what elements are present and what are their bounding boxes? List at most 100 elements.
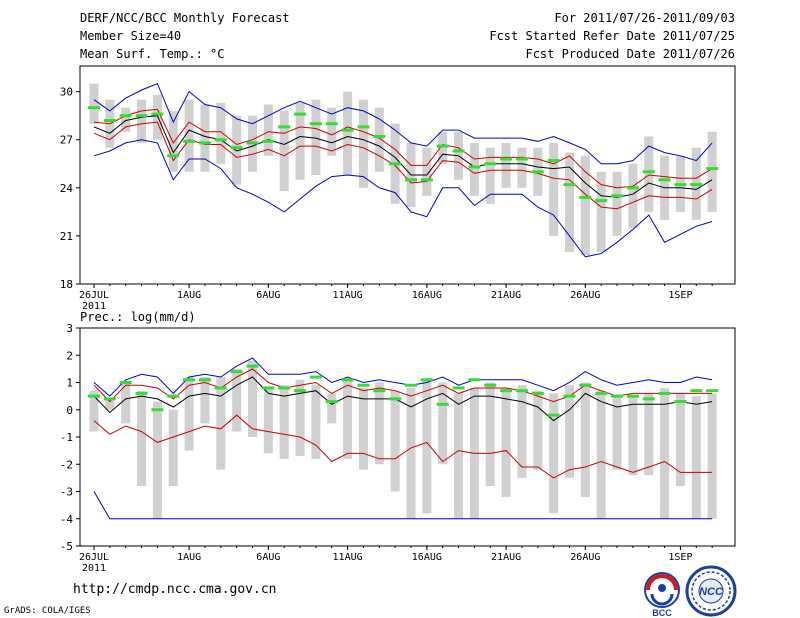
median-marker [167,154,180,158]
spread-box [485,147,495,204]
median-marker [373,135,386,139]
spread-box [406,387,416,519]
median-marker [484,162,497,166]
median-marker [230,146,243,150]
series-line-mean-1sd [93,414,713,479]
spread-box [691,396,701,519]
median-marker [246,364,259,368]
x-tick-label: 26AUG [570,290,600,301]
spread-box [533,390,543,470]
median-marker [357,125,370,129]
median-marker [294,112,307,116]
spread-box [422,147,432,196]
grads-credit: GrADS: COLA/IGES [4,606,91,616]
median-marker [167,394,180,398]
spread-box [517,147,527,188]
median-marker [373,389,386,393]
series-line-mean-1sd [93,368,713,403]
spread-box [152,401,162,519]
spread-box [707,393,717,519]
median-marker [198,378,211,382]
median-marker [674,183,687,187]
median-marker [389,162,402,166]
median-marker [151,408,164,412]
spread-box [105,398,115,410]
median-marker [547,413,560,417]
median-marker [309,122,322,126]
spread-box [200,104,210,172]
spread-box [263,104,273,156]
x-tick-label: 26AUG [570,552,600,563]
series-line-ensemble-mean [93,376,713,422]
chart-title: DERF/NCC/BCC Monthly Forecast [80,11,290,25]
series-line-ensemble-max [93,357,713,397]
spread-box [184,377,194,451]
median-marker [325,400,338,404]
spread-box [232,368,242,432]
spread-box [596,171,606,252]
median-marker [706,389,719,393]
spread-box [137,390,147,487]
median-marker [579,195,592,199]
spread-box [374,107,384,172]
member-size-label: Member Size=40 [80,29,182,43]
bcc-logo-text: BCC [652,608,672,618]
spread-box [454,393,464,519]
spread-box [469,142,479,196]
ncc-logo: NCC [685,565,737,617]
spread-box [644,393,654,476]
source-url[interactable]: http://cmdp.ncc.cma.gov.cn [73,582,277,597]
median-marker [531,170,544,174]
variable-label: Mean Surf. Temp.: °C [80,47,225,61]
median-marker [262,139,275,143]
median-marker [198,141,211,145]
spread-box [279,385,289,459]
median-marker [214,138,227,142]
x-tick-label: 1SEP [668,290,692,301]
started-date-label: Fcst Started Refer Date 2011/07/25 [489,29,735,43]
x-tick-label: 1AUG [177,552,201,563]
spread-box [675,393,685,487]
x-tick-label: 16AUG [412,290,442,301]
spread-box [121,382,131,424]
spread-box [168,409,178,487]
median-marker [420,378,433,382]
spread-box [311,385,321,459]
spread-box [565,385,574,478]
y-tick-label: -2 [60,458,73,471]
y-tick-label: 27 [60,134,73,147]
y-tick-label: 1 [66,377,73,390]
y-tick-label: 2 [66,349,73,362]
series-line-mean-1sd [93,121,713,210]
x-tick-label: 1AUG [177,290,201,301]
median-marker [611,194,624,198]
median-marker [135,391,148,395]
spread-box [660,387,670,519]
median-marker [88,106,100,110]
y-tick-label: -1 [60,431,73,444]
y-tick-label: 24 [60,182,74,195]
spread-box [501,387,511,497]
spread-box [549,393,559,514]
y-tick-label: 30 [60,86,73,99]
median-marker [278,125,291,129]
median-marker [484,383,497,387]
median-marker [151,112,164,116]
series-line-ensemble-min [93,491,713,520]
median-marker [531,391,544,395]
series-line-ensemble-min [93,139,713,258]
spread-box [232,115,242,185]
spread-box [374,382,384,465]
median-marker [294,389,307,393]
y-tick-label: -4 [60,513,74,526]
median-marker [183,139,196,143]
median-marker [500,389,513,393]
median-marker [309,375,322,379]
period-label: For 2011/07/26-2011/09/03 [554,11,735,25]
spread-box [327,107,337,156]
median-marker [389,397,402,401]
median-marker [436,402,449,406]
median-marker [103,119,116,122]
median-marker [452,386,465,390]
median-marker [119,114,132,118]
